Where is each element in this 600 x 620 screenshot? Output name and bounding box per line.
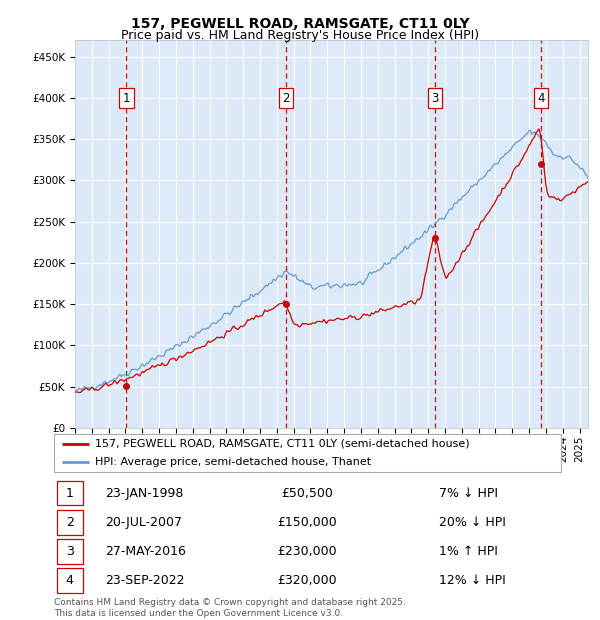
Text: 1: 1: [66, 487, 74, 500]
Text: 2: 2: [283, 92, 290, 105]
Text: 27-MAY-2016: 27-MAY-2016: [105, 545, 185, 558]
FancyBboxPatch shape: [56, 569, 83, 593]
Text: 157, PEGWELL ROAD, RAMSGATE, CT11 0LY (semi-detached house): 157, PEGWELL ROAD, RAMSGATE, CT11 0LY (s…: [95, 439, 469, 449]
Text: 23-JAN-1998: 23-JAN-1998: [105, 487, 183, 500]
FancyBboxPatch shape: [56, 539, 83, 564]
Text: 20-JUL-2007: 20-JUL-2007: [105, 516, 182, 529]
FancyBboxPatch shape: [56, 510, 83, 534]
Text: 4: 4: [538, 92, 545, 105]
Text: 20% ↓ HPI: 20% ↓ HPI: [439, 516, 506, 529]
Text: 12% ↓ HPI: 12% ↓ HPI: [439, 574, 506, 587]
Text: HPI: Average price, semi-detached house, Thanet: HPI: Average price, semi-detached house,…: [95, 458, 371, 467]
Text: Price paid vs. HM Land Registry's House Price Index (HPI): Price paid vs. HM Land Registry's House …: [121, 29, 479, 42]
Text: 2: 2: [66, 516, 74, 529]
Text: 4: 4: [66, 574, 74, 587]
Text: Contains HM Land Registry data © Crown copyright and database right 2025.
This d: Contains HM Land Registry data © Crown c…: [54, 598, 406, 618]
Text: 7% ↓ HPI: 7% ↓ HPI: [439, 487, 499, 500]
Text: £320,000: £320,000: [278, 574, 337, 587]
Text: £50,500: £50,500: [281, 487, 334, 500]
Text: 157, PEGWELL ROAD, RAMSGATE, CT11 0LY: 157, PEGWELL ROAD, RAMSGATE, CT11 0LY: [131, 17, 469, 32]
Text: 1: 1: [123, 92, 130, 105]
FancyBboxPatch shape: [56, 481, 83, 505]
Text: 3: 3: [66, 545, 74, 558]
Text: 23-SEP-2022: 23-SEP-2022: [105, 574, 184, 587]
Text: 3: 3: [431, 92, 439, 105]
Text: £150,000: £150,000: [278, 516, 337, 529]
Text: 1% ↑ HPI: 1% ↑ HPI: [439, 545, 498, 558]
Text: £230,000: £230,000: [278, 545, 337, 558]
